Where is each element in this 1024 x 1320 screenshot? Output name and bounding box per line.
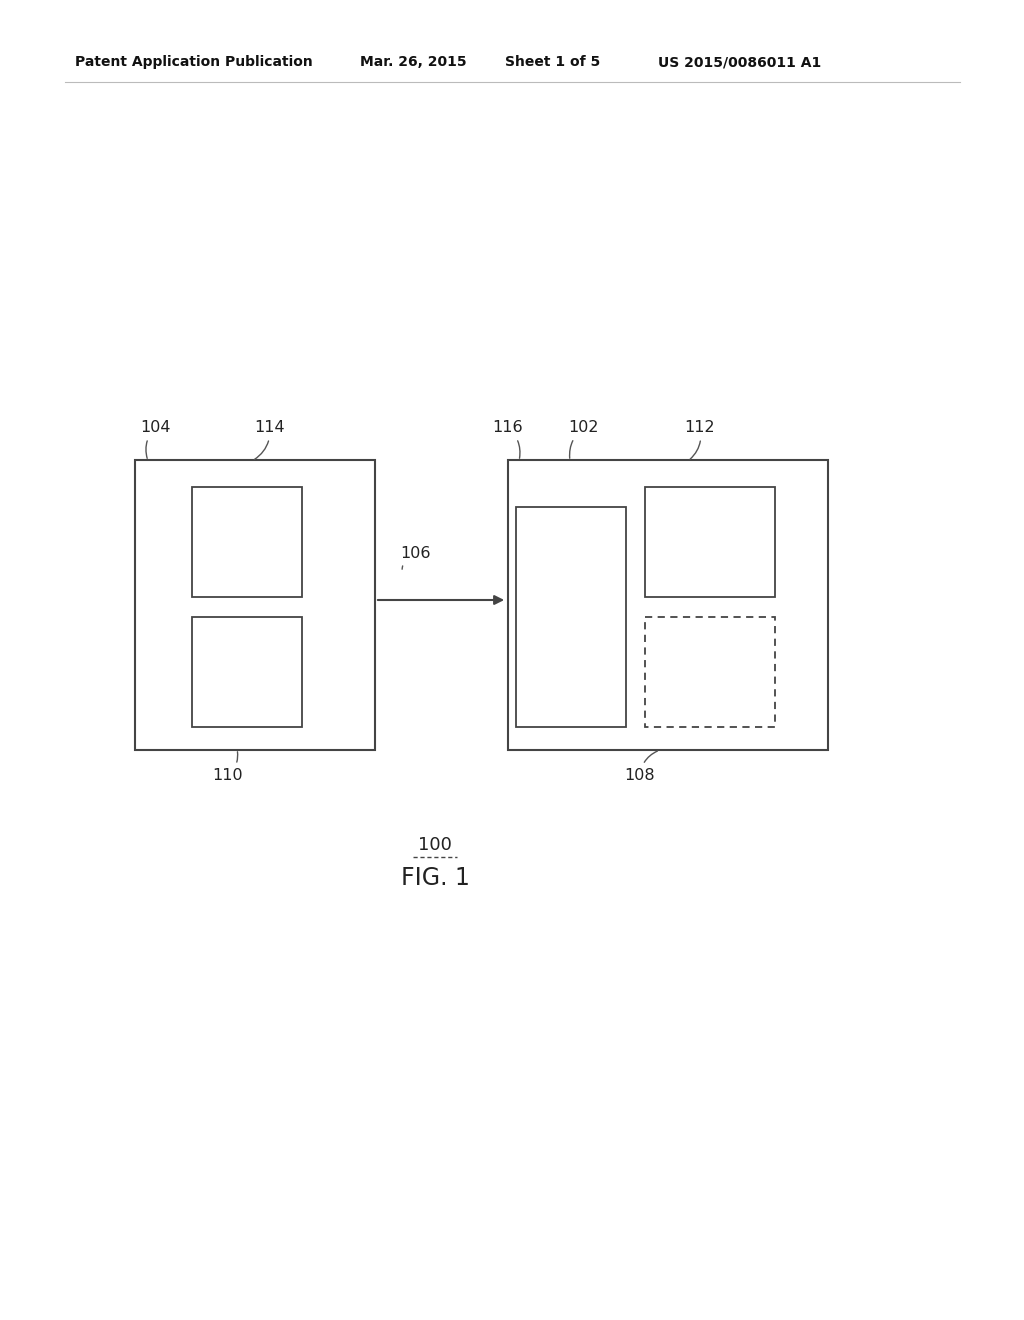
Text: 104: 104 <box>139 421 170 458</box>
Text: 112: 112 <box>685 421 716 459</box>
Bar <box>516 507 626 727</box>
Text: 100: 100 <box>418 836 452 854</box>
Bar <box>193 616 302 727</box>
Text: 102: 102 <box>568 421 599 458</box>
Text: US 2015/0086011 A1: US 2015/0086011 A1 <box>658 55 821 69</box>
Text: Patent Application Publication: Patent Application Publication <box>75 55 312 69</box>
Bar <box>508 459 828 750</box>
Text: 116: 116 <box>493 421 523 458</box>
Text: 110: 110 <box>213 751 244 783</box>
Text: Mar. 26, 2015: Mar. 26, 2015 <box>360 55 467 69</box>
Text: 108: 108 <box>625 751 657 783</box>
Text: Sheet 1 of 5: Sheet 1 of 5 <box>505 55 600 69</box>
Bar <box>645 487 775 597</box>
Bar <box>193 487 302 597</box>
Bar <box>645 616 775 727</box>
Text: 106: 106 <box>399 545 430 569</box>
Text: FIG. 1: FIG. 1 <box>400 866 469 890</box>
Text: 114: 114 <box>254 421 286 459</box>
Bar <box>135 459 375 750</box>
